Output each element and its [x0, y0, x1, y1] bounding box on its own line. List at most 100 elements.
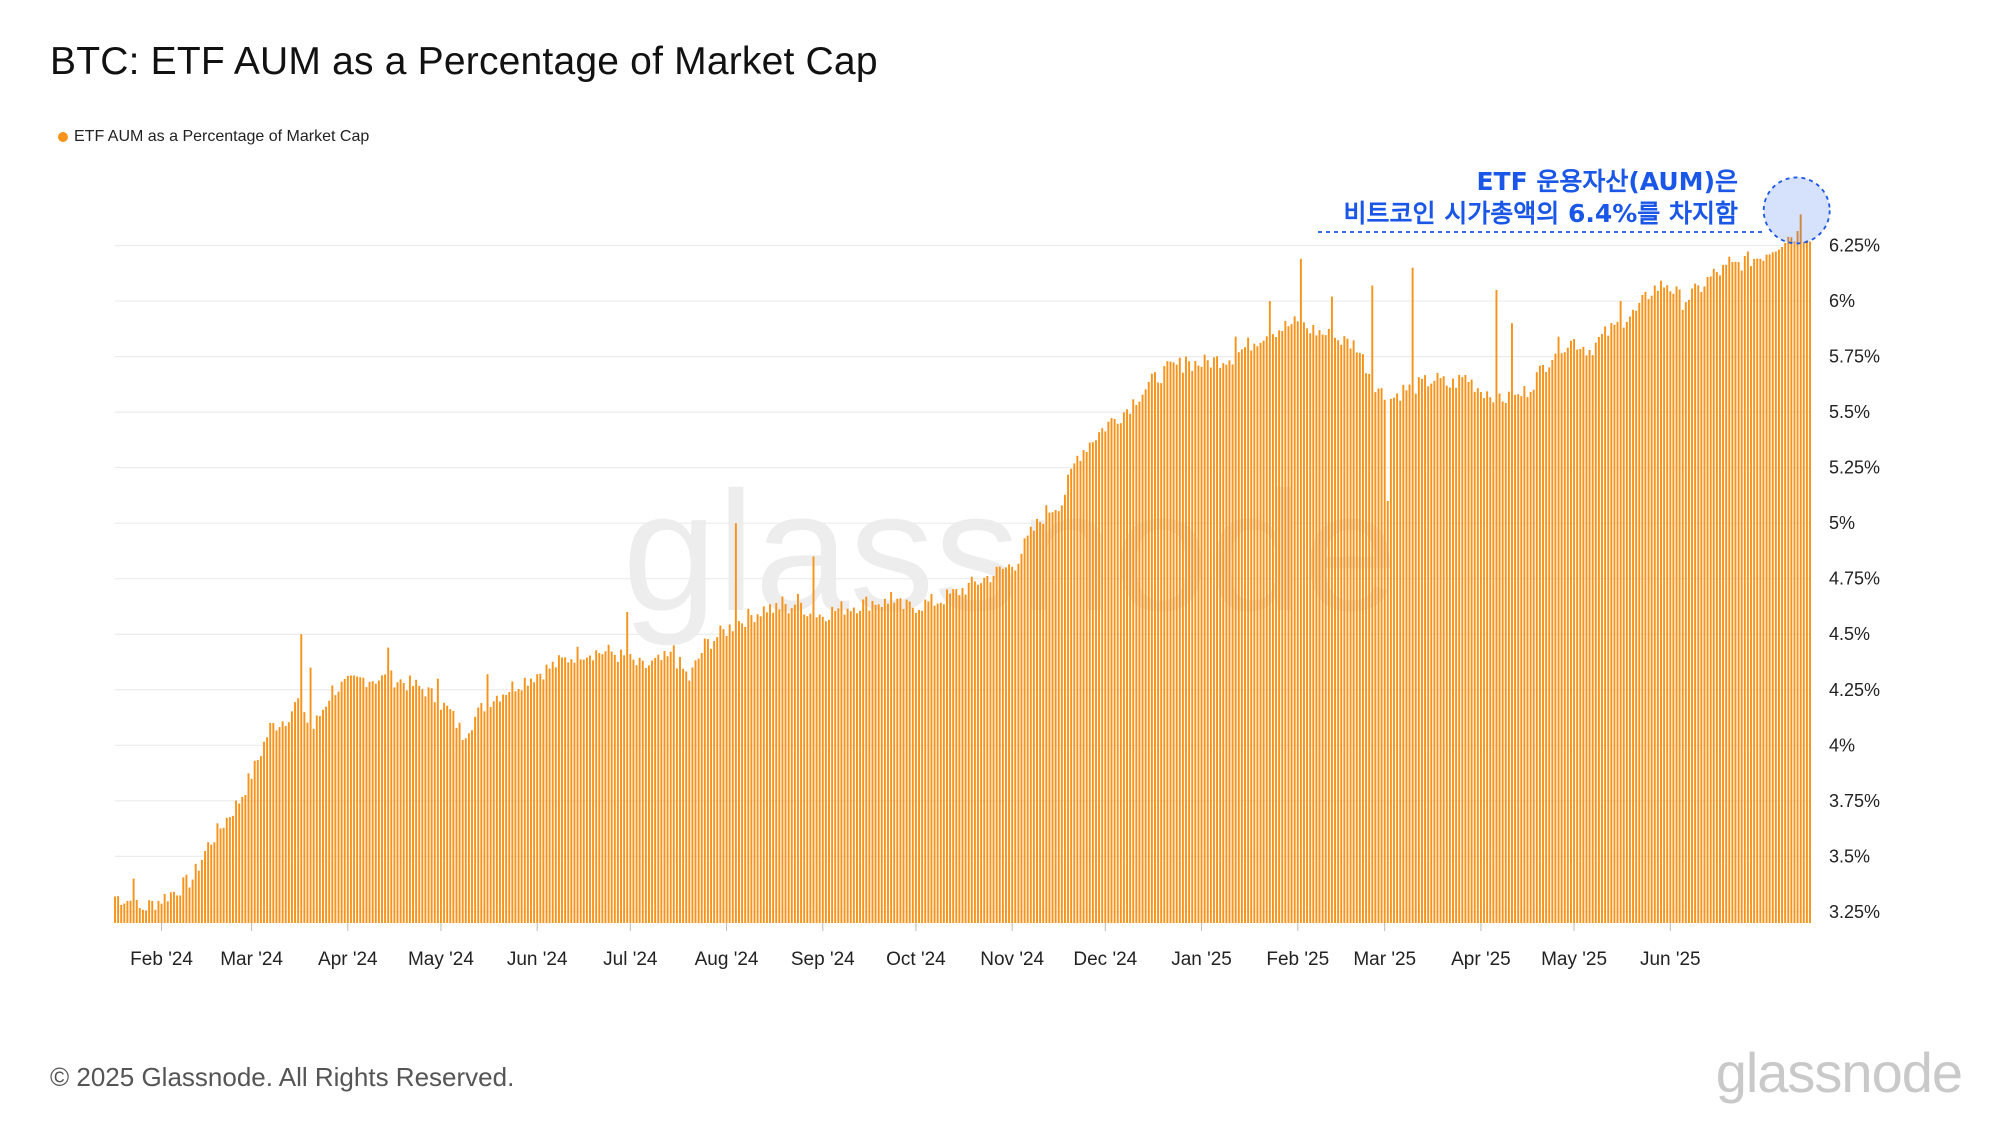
bar — [964, 594, 967, 923]
bar — [1203, 354, 1206, 923]
bar — [492, 701, 495, 923]
x-tick-label: May '24 — [408, 949, 474, 970]
bar — [436, 678, 439, 923]
bar — [1408, 384, 1411, 923]
bar — [1234, 336, 1237, 924]
bar — [1796, 231, 1799, 924]
bar — [1411, 267, 1414, 923]
bar — [899, 598, 902, 923]
bar — [660, 660, 663, 923]
bar — [1324, 335, 1327, 924]
bar — [1154, 372, 1156, 923]
bar — [135, 899, 138, 923]
y-tick-label: 5.25% — [1829, 458, 1880, 478]
y-tick-label: 6.25% — [1829, 236, 1880, 256]
bar — [207, 842, 210, 923]
bar — [1343, 336, 1346, 923]
bar — [117, 896, 120, 923]
bar — [688, 680, 691, 923]
bar — [834, 611, 837, 923]
bar — [1405, 390, 1408, 923]
bar — [294, 702, 297, 923]
bar — [967, 582, 970, 923]
bar — [247, 773, 250, 923]
bar — [1315, 335, 1318, 923]
bar — [1228, 360, 1231, 923]
bar — [182, 877, 185, 923]
bar — [151, 900, 154, 923]
x-tick-label: Oct '24 — [886, 949, 946, 970]
bar — [430, 688, 433, 923]
bar — [629, 654, 632, 923]
bar — [638, 657, 641, 923]
bar — [1178, 357, 1181, 923]
bar — [374, 683, 377, 923]
bar — [1051, 512, 1054, 923]
bar — [1669, 291, 1672, 923]
bar — [1138, 401, 1141, 923]
bar — [1011, 566, 1014, 923]
bar — [1607, 335, 1610, 923]
bar — [1157, 382, 1160, 923]
bar — [977, 584, 979, 923]
bar — [1517, 394, 1520, 923]
y-tick-label: 3.25% — [1829, 902, 1880, 922]
bar — [213, 842, 216, 923]
bar — [160, 903, 163, 923]
bar — [1119, 423, 1122, 923]
bar — [973, 581, 976, 923]
bar — [526, 685, 529, 923]
bar — [647, 665, 650, 923]
bar — [883, 598, 886, 923]
bar — [228, 817, 231, 923]
bar-series — [114, 214, 1811, 924]
bar — [1638, 302, 1641, 923]
bar — [716, 637, 719, 923]
bar — [1349, 348, 1352, 923]
bar — [1554, 353, 1557, 924]
bar — [1256, 346, 1259, 923]
bar — [1601, 334, 1603, 923]
bar — [418, 686, 421, 923]
bar — [787, 613, 790, 923]
bar — [1672, 293, 1675, 923]
bar — [772, 612, 775, 923]
bar — [1579, 348, 1582, 924]
bar — [675, 668, 678, 923]
bar — [145, 910, 147, 923]
bar — [1368, 373, 1371, 924]
bar — [1473, 391, 1476, 924]
bar — [1691, 288, 1693, 923]
bar — [1250, 350, 1253, 923]
bar — [1483, 398, 1485, 924]
bar — [585, 657, 588, 923]
y-tick-label: 3.5% — [1829, 846, 1870, 866]
bar — [1492, 402, 1495, 923]
bar — [1216, 356, 1219, 923]
bar — [1511, 323, 1513, 923]
bar — [241, 796, 244, 923]
bar — [1194, 360, 1197, 923]
y-tick-label: 4.75% — [1829, 569, 1880, 589]
bar — [458, 722, 461, 923]
bar — [859, 610, 862, 923]
bar — [1420, 378, 1423, 924]
bar — [1222, 363, 1225, 923]
bar — [284, 725, 287, 923]
bar — [138, 908, 141, 923]
legend[interactable]: ETF AUM as a Percentage of Market Cap — [58, 128, 369, 146]
bar — [1188, 361, 1191, 923]
bar — [1743, 255, 1746, 924]
bar — [377, 680, 380, 923]
bar — [1709, 276, 1712, 924]
bar — [1610, 323, 1613, 923]
bar — [1098, 432, 1101, 923]
bar — [877, 604, 880, 923]
bar — [1393, 397, 1395, 924]
bar — [952, 589, 955, 923]
bar — [914, 612, 917, 923]
bar — [1703, 286, 1706, 924]
bar — [756, 614, 759, 923]
bar — [1358, 352, 1361, 924]
bar — [1542, 364, 1544, 923]
